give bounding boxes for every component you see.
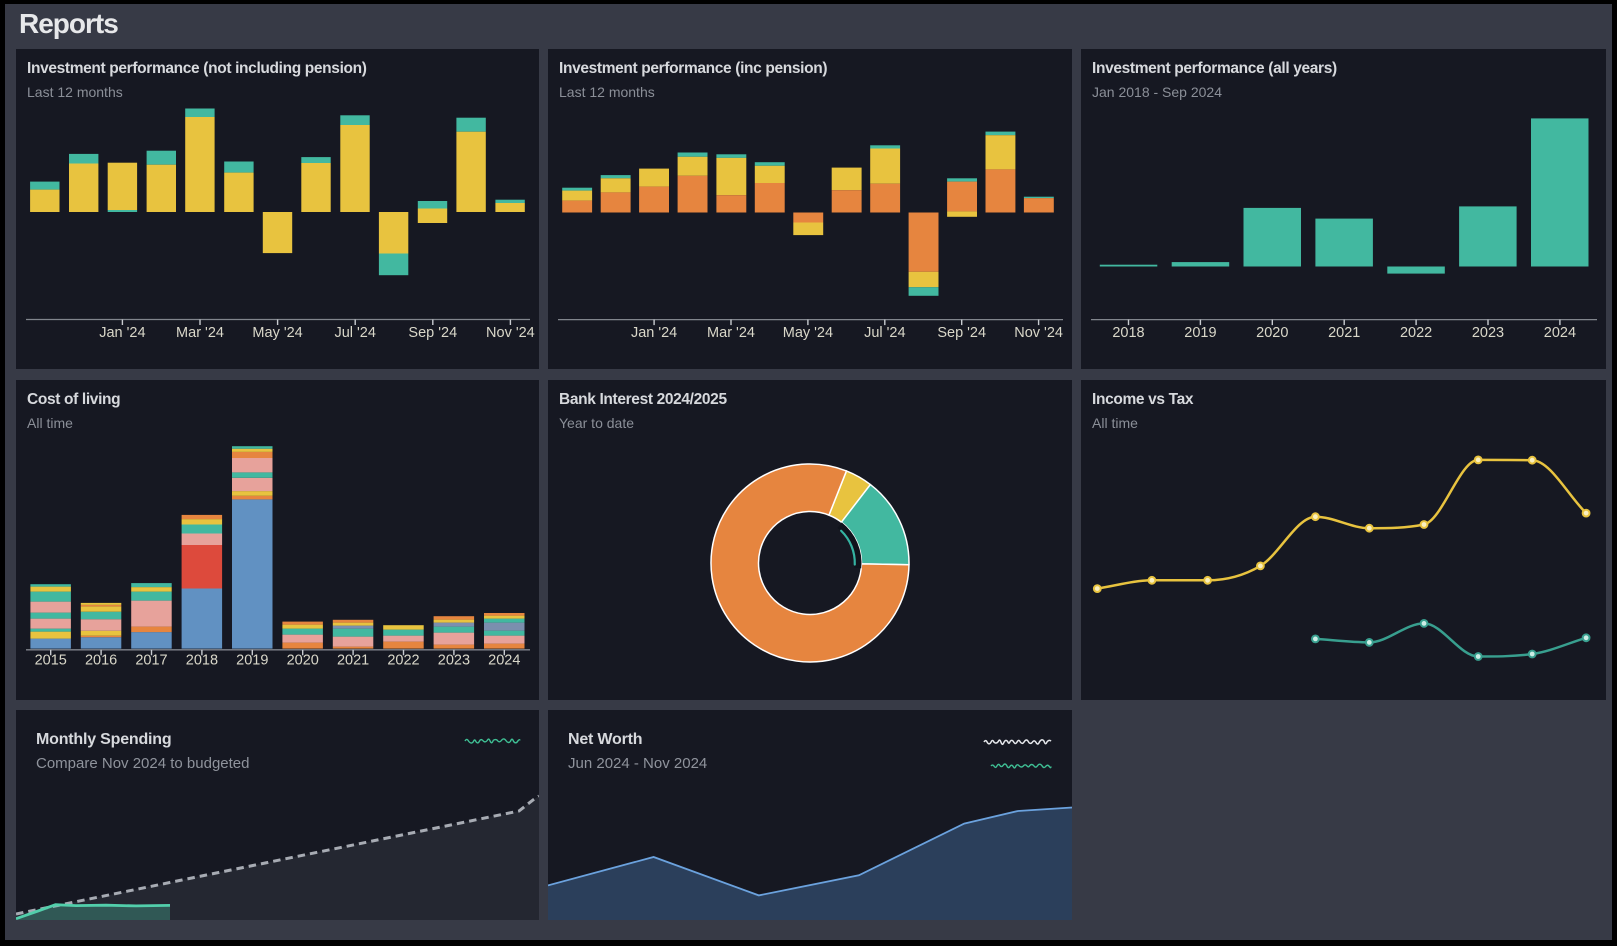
svg-text:Nov '24: Nov '24	[486, 325, 535, 341]
svg-text:Jan '24: Jan '24	[99, 325, 145, 341]
svg-text:Jul '24: Jul '24	[864, 325, 905, 341]
svg-text:2020: 2020	[287, 653, 319, 669]
svg-text:2021: 2021	[1328, 325, 1360, 341]
svg-text:Jul '24: Jul '24	[334, 325, 375, 341]
svg-text:2019: 2019	[236, 653, 268, 669]
svg-text:2022: 2022	[1400, 325, 1432, 341]
svg-text:2018: 2018	[1112, 325, 1144, 341]
svg-text:2021: 2021	[337, 653, 369, 669]
svg-text:2019: 2019	[1184, 325, 1216, 341]
svg-text:2023: 2023	[1472, 325, 1504, 341]
svg-text:May '24: May '24	[252, 325, 302, 341]
svg-text:2020: 2020	[1256, 325, 1288, 341]
svg-text:2016: 2016	[85, 653, 117, 669]
svg-text:2015: 2015	[35, 653, 67, 669]
svg-text:Mar '24: Mar '24	[176, 325, 224, 341]
svg-text:May '24: May '24	[783, 325, 833, 341]
svg-text:2022: 2022	[387, 653, 419, 669]
svg-text:2018: 2018	[186, 653, 218, 669]
svg-text:2024: 2024	[1544, 325, 1576, 341]
svg-text:2017: 2017	[135, 653, 167, 669]
svg-text:Jan '24: Jan '24	[631, 325, 677, 341]
svg-text:2023: 2023	[438, 653, 470, 669]
svg-text:Sep '24: Sep '24	[937, 325, 986, 341]
svg-text:Sep '24: Sep '24	[408, 325, 457, 341]
svg-text:Mar '24: Mar '24	[707, 325, 755, 341]
svg-text:2024: 2024	[488, 653, 520, 669]
svg-text:Nov '24: Nov '24	[1014, 325, 1063, 341]
